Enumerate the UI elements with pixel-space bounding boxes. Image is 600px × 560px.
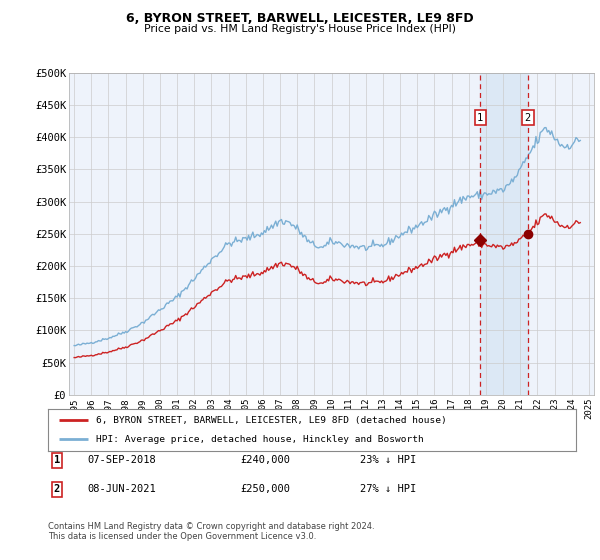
Text: 27% ↓ HPI: 27% ↓ HPI bbox=[360, 484, 416, 494]
Text: 1: 1 bbox=[477, 113, 484, 123]
Text: 08-JUN-2021: 08-JUN-2021 bbox=[87, 484, 156, 494]
Text: £240,000: £240,000 bbox=[240, 455, 290, 465]
Text: HPI: Average price, detached house, Hinckley and Bosworth: HPI: Average price, detached house, Hinc… bbox=[95, 435, 423, 444]
Text: 2: 2 bbox=[524, 113, 531, 123]
Text: Price paid vs. HM Land Registry's House Price Index (HPI): Price paid vs. HM Land Registry's House … bbox=[144, 24, 456, 34]
Text: 07-SEP-2018: 07-SEP-2018 bbox=[87, 455, 156, 465]
Text: 6, BYRON STREET, BARWELL, LEICESTER, LE9 8FD: 6, BYRON STREET, BARWELL, LEICESTER, LE9… bbox=[126, 12, 474, 25]
Text: 6, BYRON STREET, BARWELL, LEICESTER, LE9 8FD (detached house): 6, BYRON STREET, BARWELL, LEICESTER, LE9… bbox=[95, 416, 446, 424]
Text: 23% ↓ HPI: 23% ↓ HPI bbox=[360, 455, 416, 465]
Text: Contains HM Land Registry data © Crown copyright and database right 2024.
This d: Contains HM Land Registry data © Crown c… bbox=[48, 522, 374, 542]
Text: 1: 1 bbox=[54, 455, 60, 465]
Text: 2: 2 bbox=[54, 484, 60, 494]
Bar bbox=[480, 73, 528, 395]
Text: £250,000: £250,000 bbox=[240, 484, 290, 494]
